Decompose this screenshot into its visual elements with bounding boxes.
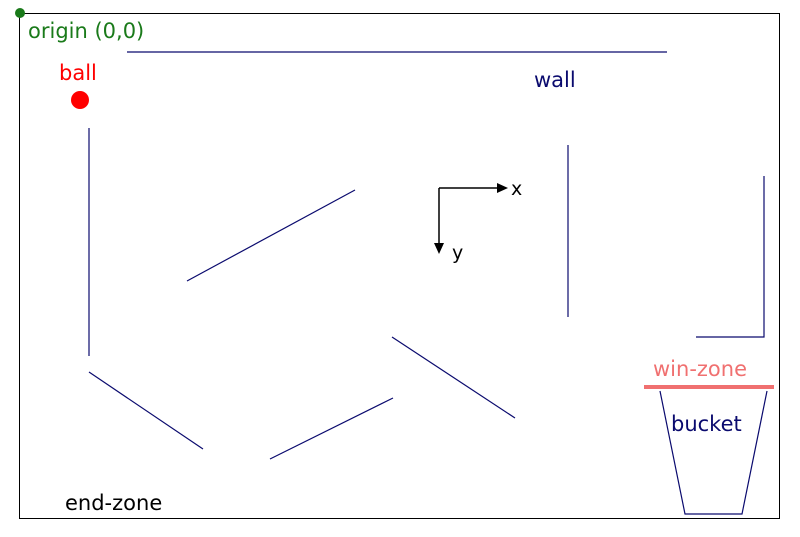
wall-segment-lower-mid-diagonal [269,397,394,460]
win-zone-label: win-zone [653,357,747,381]
wall-segment-right-corner [696,176,765,338]
arena-border [19,13,780,519]
end-zone-label: end-zone [65,491,162,515]
wall-label: wall [534,68,576,92]
ball[interactable] [71,91,89,109]
x-axis-label: x [511,178,522,200]
wall-segment-lower-right-diagonal [391,336,516,419]
wall-segment-lower-left-diagonal [88,371,204,450]
x-arrow-icon [497,183,508,193]
walls [88,51,765,460]
wall-segment-upper-diagonal [186,189,356,282]
y-axis-label: y [452,242,463,264]
bucket-outline [659,390,768,515]
origin-label: origin (0,0) [28,19,144,43]
y-arrow-icon [434,243,444,254]
ball-label: ball [59,61,97,85]
axes-indicator [438,187,500,246]
bucket-label: bucket [671,412,742,436]
origin-dot [15,8,25,18]
